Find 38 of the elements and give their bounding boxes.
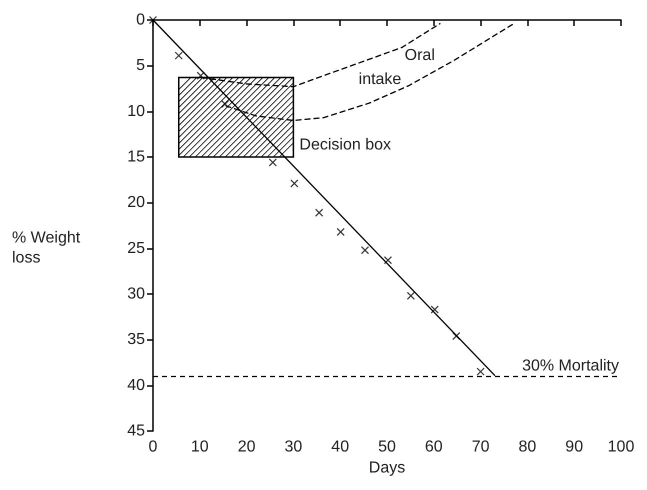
- point: [476, 368, 485, 376]
- y-tick-label: 15: [127, 148, 146, 166]
- point: [336, 228, 345, 236]
- ref-line-label: 30% Mortality: [522, 358, 619, 375]
- y-tick-label: 0: [136, 12, 146, 28]
- y-tick-label: 40: [127, 376, 146, 394]
- point: [406, 292, 415, 300]
- annotation: Oral: [404, 47, 435, 64]
- annotation: Decision box: [299, 136, 392, 154]
- x-axis-title: Days: [368, 459, 406, 476]
- y-axis-title: % Weight loss: [12, 230, 85, 266]
- y-tick-label: 10: [127, 102, 146, 120]
- x-tick-label: 50: [378, 438, 396, 456]
- point: [290, 179, 298, 188]
- y-tick-label: 25: [127, 240, 146, 257]
- x-tick-label: 60: [424, 438, 443, 456]
- x-tick-label: 100: [608, 438, 634, 456]
- x-tick-label: 10: [190, 438, 209, 456]
- x-tick-label: 40: [331, 438, 350, 456]
- point: [360, 246, 370, 254]
- x-tick-label: 90: [565, 438, 584, 456]
- y-tick-label: 20: [127, 194, 146, 212]
- y-tick-label: 30: [127, 286, 146, 302]
- annotation: intake: [358, 70, 402, 88]
- x-tick-label: 0: [148, 438, 158, 456]
- x-tick-label: 80: [518, 438, 536, 456]
- point: [384, 256, 392, 264]
- x-tick-label: 70: [472, 438, 490, 456]
- point: [174, 52, 183, 60]
- point: [315, 208, 324, 217]
- point: [430, 305, 439, 314]
- point: [452, 332, 460, 340]
- x-tick-label: 20: [238, 438, 256, 456]
- x-tick-label: 30: [284, 438, 302, 456]
- y-tick-label: 35: [127, 331, 146, 348]
- y-tick-label: 5: [136, 57, 146, 74]
- point: [220, 100, 230, 108]
- y-tick-label: 45: [127, 422, 146, 440]
